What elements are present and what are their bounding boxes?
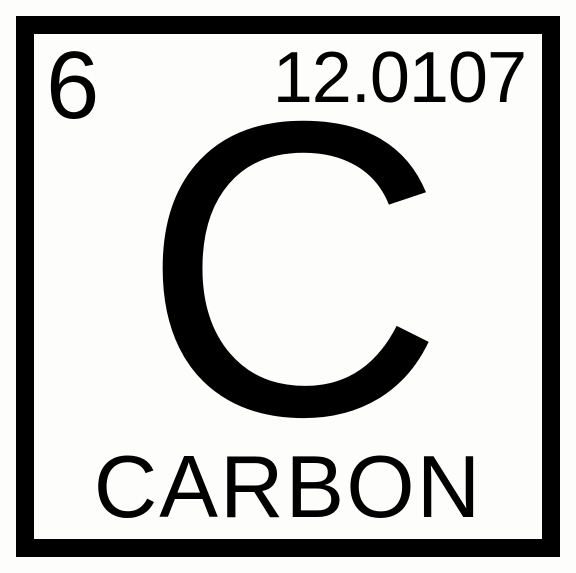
element-symbol: C: [0, 60, 576, 480]
element-tile: 6 12.0107 C CARBON: [0, 0, 576, 573]
element-name: CARBON: [0, 443, 576, 531]
